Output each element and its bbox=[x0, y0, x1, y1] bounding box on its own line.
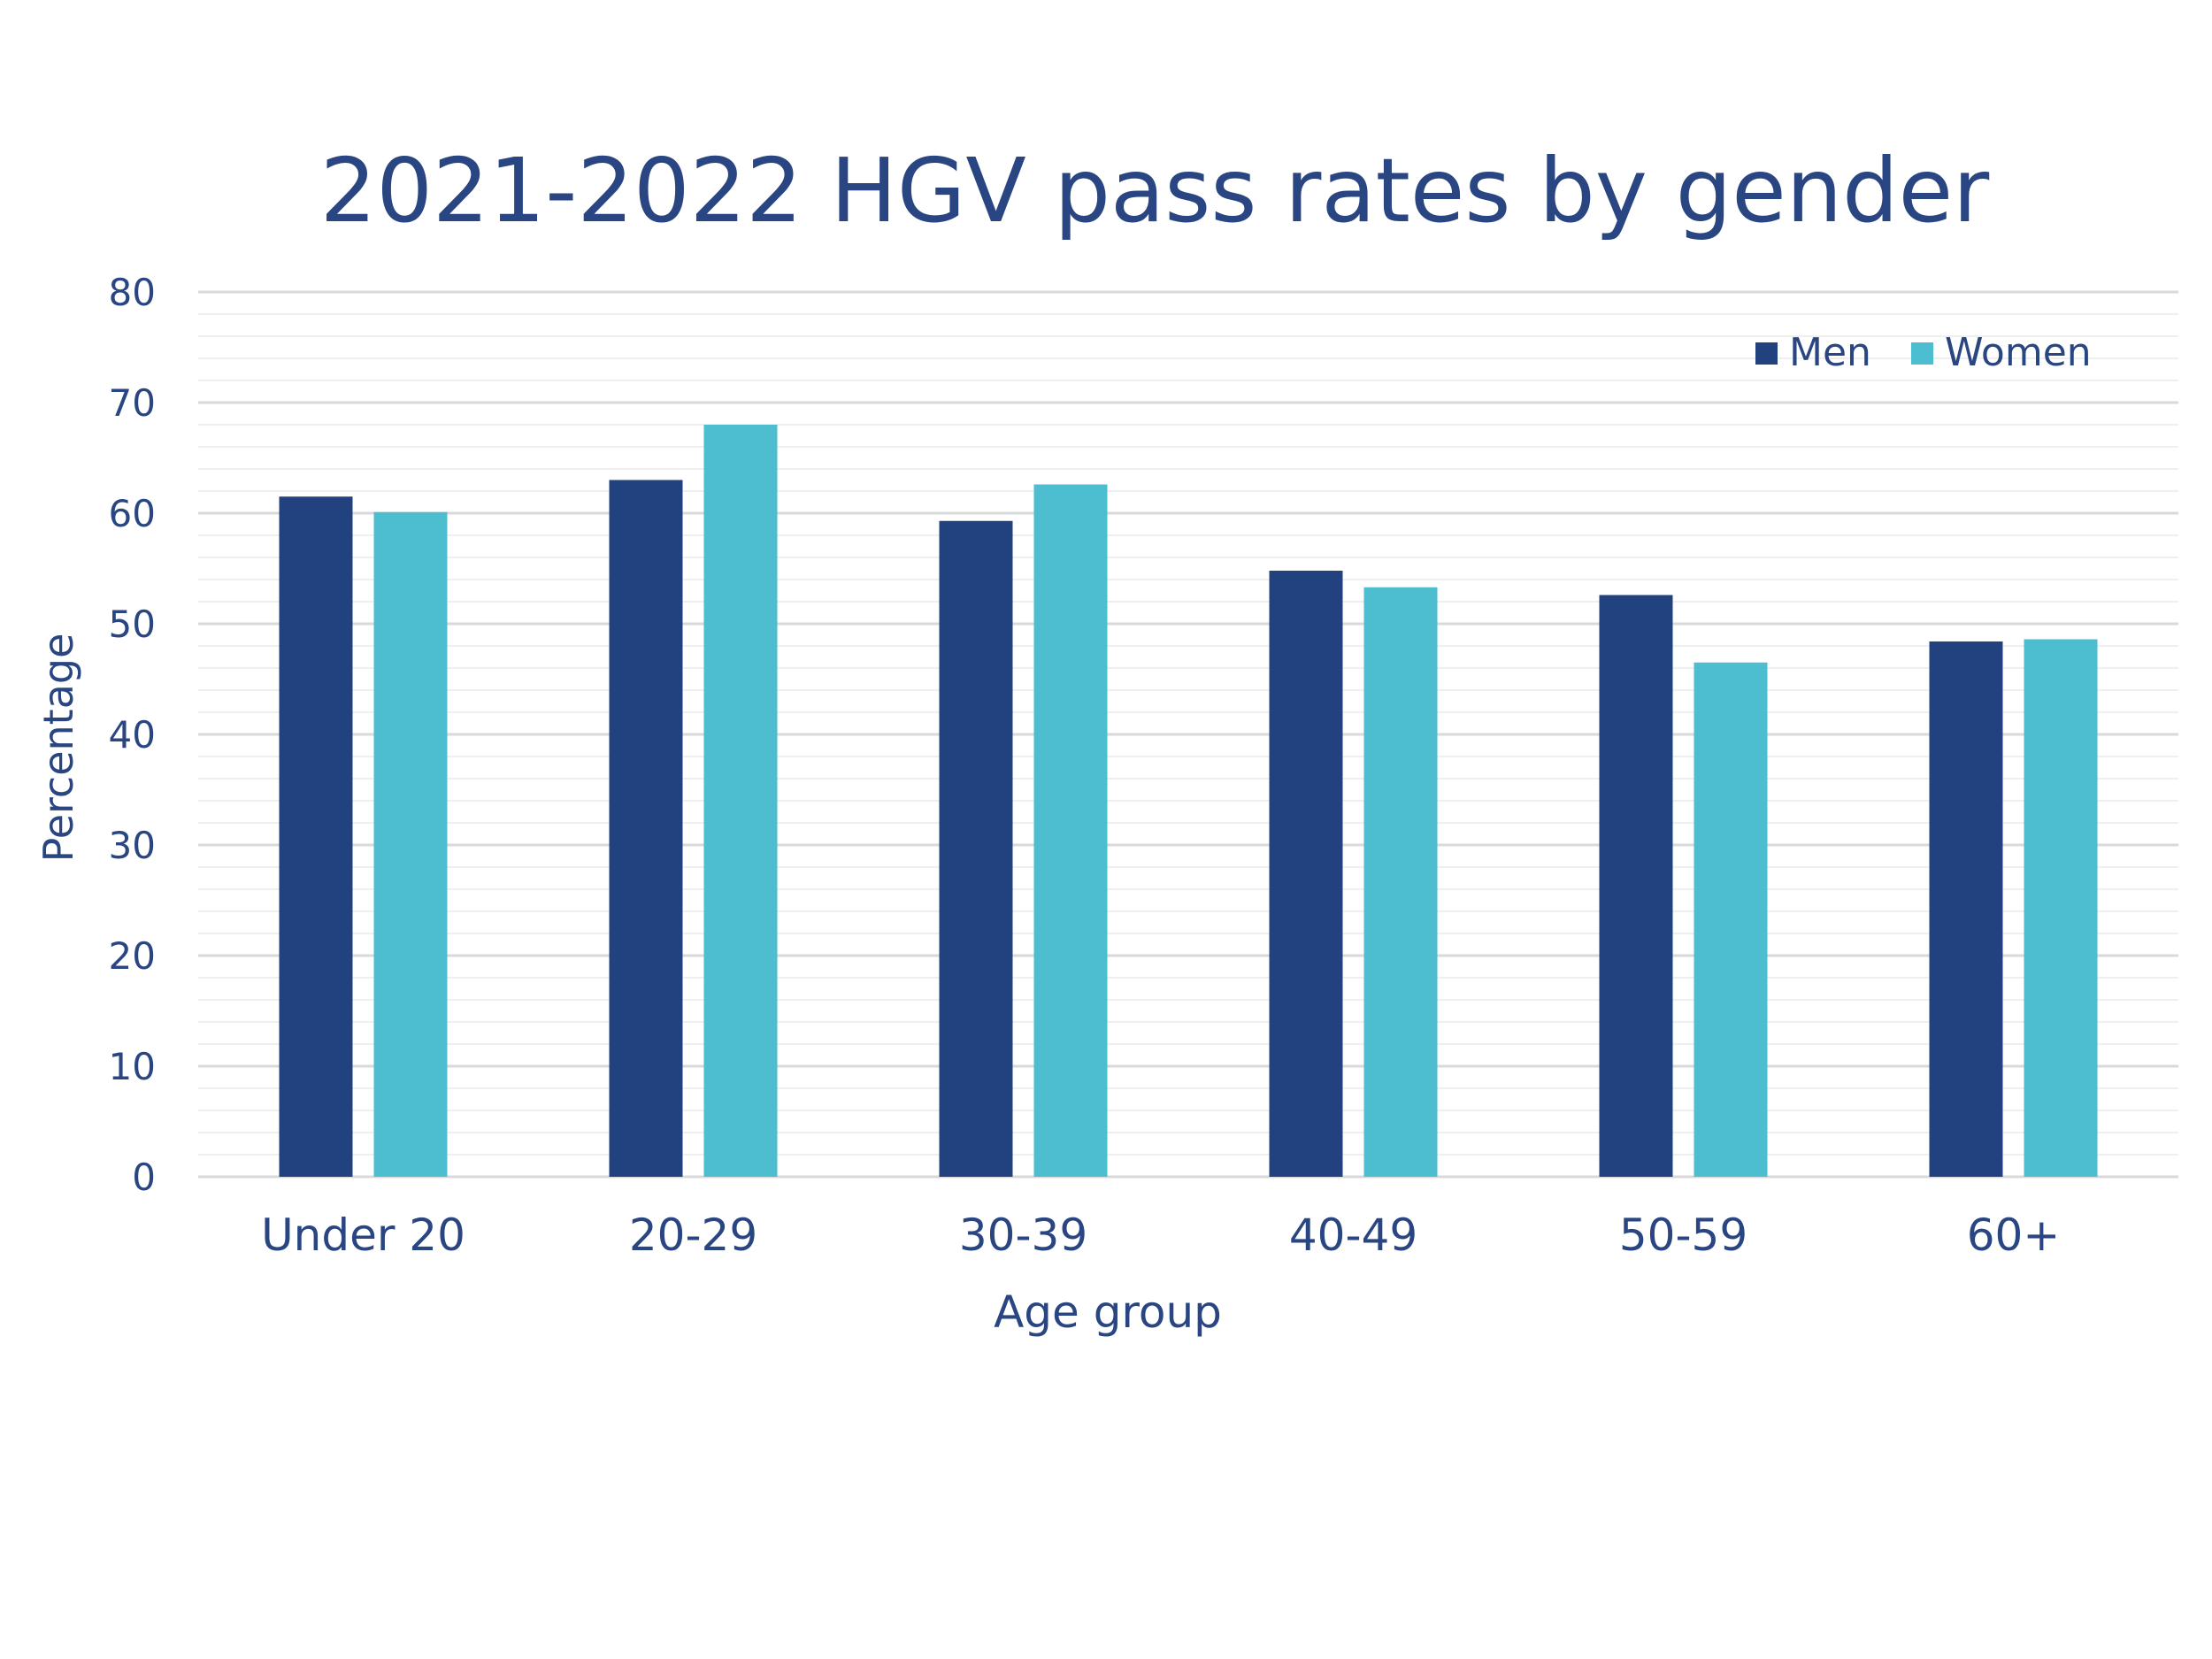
legend-swatch-men bbox=[1755, 342, 1778, 365]
x-tick-label: 40-49 bbox=[1289, 1210, 1417, 1261]
x-tick-labels: Under 20 20-29 30-39 40-49 50-59 60+ bbox=[261, 1210, 2060, 1261]
x-tick-label: 60+ bbox=[1967, 1210, 2061, 1261]
x-tick-label: 30-39 bbox=[959, 1210, 1087, 1261]
y-tick-label: 20 bbox=[109, 934, 156, 978]
bar-men-20-29 bbox=[609, 480, 683, 1177]
y-tick-label: 0 bbox=[132, 1156, 156, 1199]
bar-women-30-39 bbox=[1033, 484, 1108, 1177]
y-tick-labels: 0 10 20 30 40 50 60 70 80 bbox=[109, 271, 156, 1199]
y-axis-label: Percentage bbox=[35, 634, 82, 863]
y-tick-label: 40 bbox=[109, 713, 156, 757]
bar-men-40-49 bbox=[1269, 571, 1343, 1177]
y-tick-label: 50 bbox=[109, 603, 156, 646]
bar-men-50-59 bbox=[1599, 595, 1673, 1177]
x-tick-label: 50-59 bbox=[1619, 1210, 1747, 1261]
bar-women-60- bbox=[2024, 639, 2098, 1177]
bar-men-60- bbox=[1929, 641, 2003, 1177]
x-axis-label: Age group bbox=[994, 1286, 1222, 1338]
bar-women-under-20 bbox=[373, 511, 448, 1177]
y-tick-label: 30 bbox=[109, 824, 156, 867]
bar-women-40-49 bbox=[1363, 587, 1438, 1177]
y-tick-label: 80 bbox=[109, 271, 156, 314]
bar-women-50-59 bbox=[1694, 662, 1768, 1177]
y-tick-label: 70 bbox=[109, 381, 156, 425]
bar-men-under-20 bbox=[279, 496, 353, 1177]
legend-label-women: Women bbox=[1945, 330, 2092, 375]
bar-women-20-29 bbox=[703, 425, 778, 1177]
legend-swatch-women bbox=[1911, 342, 1933, 365]
x-tick-label: 20-29 bbox=[629, 1210, 757, 1261]
grid-layer bbox=[198, 290, 2178, 1179]
bars bbox=[279, 425, 2098, 1177]
y-tick-label: 10 bbox=[109, 1045, 156, 1088]
legend-label-men: Men bbox=[1789, 330, 1871, 375]
legend: Men Women bbox=[1755, 330, 2092, 375]
x-tick-label: Under 20 bbox=[261, 1210, 465, 1261]
y-tick-label: 60 bbox=[109, 492, 156, 535]
bar-men-30-39 bbox=[939, 520, 1013, 1177]
chart-title: 2021-2022 HGV pass rates by gender bbox=[320, 139, 1990, 242]
